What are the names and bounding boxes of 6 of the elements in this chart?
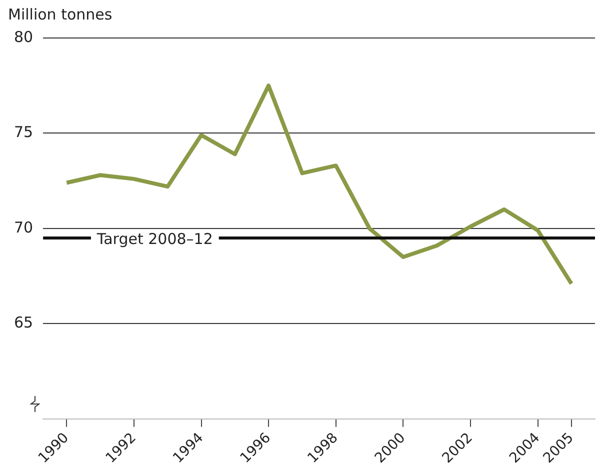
y-tick-label: 70 [14,218,34,236]
y-axis-title: Million tonnes [8,5,112,24]
ref-line-label: Target 2008–12 [96,230,213,248]
y-tick-label: 75 [14,123,34,142]
y-tick-label: 80 [14,28,34,46]
y-tick-label: 65 [14,314,34,332]
